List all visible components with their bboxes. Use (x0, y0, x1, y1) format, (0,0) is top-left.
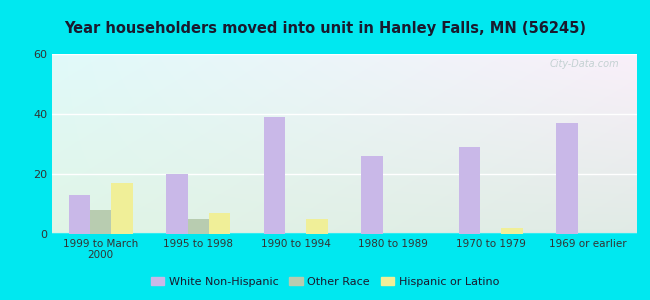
Bar (112, 183, 133, 234)
Legend: White Non-Hispanic, Other Race, Hispanic or Latino: White Non-Hispanic, Other Race, Hispanic… (146, 273, 504, 291)
Bar (361, 156, 382, 234)
Bar (209, 213, 230, 234)
Bar (502, 228, 523, 234)
Bar (188, 219, 209, 234)
Text: City-Data.com: City-Data.com (550, 59, 619, 69)
Bar (68, 195, 90, 234)
Bar (459, 147, 480, 234)
Bar (307, 219, 328, 234)
Bar (264, 117, 285, 234)
Text: Year householders moved into unit in Hanley Falls, MN (56245): Year householders moved into unit in Han… (64, 21, 586, 36)
Bar (90, 210, 112, 234)
Bar (166, 174, 187, 234)
Bar (556, 123, 577, 234)
